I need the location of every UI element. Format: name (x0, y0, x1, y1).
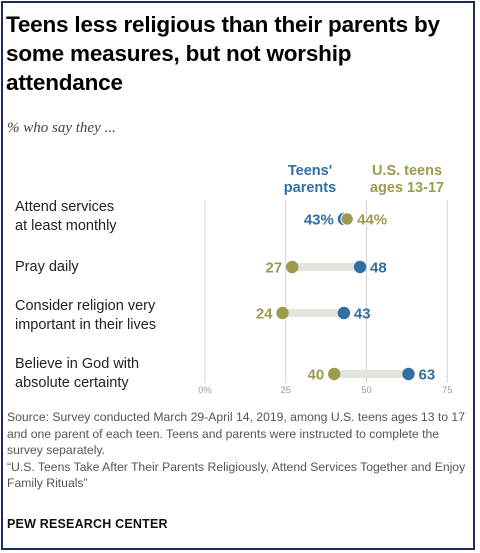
legend-parents: Teens' parents (283, 163, 337, 196)
teens-dot (286, 260, 299, 274)
source-note: Source: Survey conducted March 29-April … (7, 410, 466, 490)
parents-dot (337, 306, 351, 320)
connector-bar (334, 370, 409, 378)
row-label-belief: Believe in God with absolute certainty (15, 356, 140, 391)
parents-value-label: 48 (370, 260, 387, 277)
chart-title: Teens less religious than their parents … (6, 12, 440, 95)
teens-dot (328, 367, 341, 381)
teens-value-label: 24 (256, 306, 273, 323)
x-tick-label: 25 (280, 385, 291, 396)
x-tick-label: 75 (442, 385, 453, 396)
teens-dot (276, 306, 289, 320)
x-tick-label: 50 (361, 385, 372, 396)
row-label-pray: Pray daily (15, 259, 79, 275)
connector-bar (282, 309, 344, 317)
connector-bar (292, 263, 361, 271)
chart-subtitle: % who say they ... (7, 120, 116, 136)
teens-dot (340, 212, 354, 226)
row-label-importance: Consider religion very important in thei… (15, 298, 157, 333)
parents-value-label: 43% (304, 212, 334, 229)
parents-value-label: 43 (354, 306, 371, 323)
legend-teens: U.S. teens ages 13-17 (369, 163, 445, 196)
parents-dot (402, 367, 415, 381)
teens-value-label: 40 (308, 367, 325, 384)
parents-dot (353, 260, 367, 274)
brand-footer: PEW RESEARCH CENTER (7, 517, 168, 531)
teens-value-label: 27 (266, 260, 283, 277)
teens-value-label: 44% (357, 212, 387, 229)
x-tick-label: 0% (198, 385, 212, 396)
row-label-attend: Attend services at least monthly (15, 199, 117, 234)
parents-value-label: 63 (418, 367, 435, 384)
